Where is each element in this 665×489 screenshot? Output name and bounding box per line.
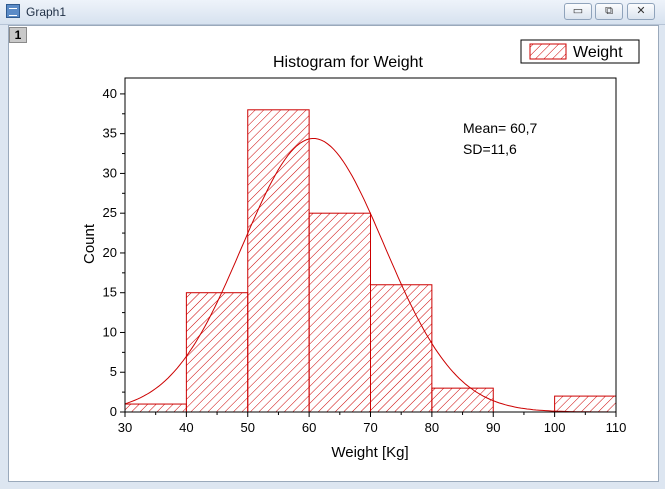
y-tick-label-15: 15 bbox=[103, 285, 117, 300]
y-tick-label-20: 20 bbox=[103, 245, 117, 260]
stat-sd-label: SD=11,6 bbox=[463, 141, 517, 157]
legend-swatch bbox=[529, 43, 567, 60]
window-titlebar[interactable]: Graph1 ▭ ⧉ ✕ bbox=[0, 0, 665, 25]
chart-title: Histogram for Weight bbox=[273, 54, 424, 71]
legend[interactable]: Weight bbox=[520, 39, 640, 64]
graph-app-icon bbox=[6, 4, 20, 18]
x-tick-label-30: 30 bbox=[118, 420, 132, 435]
x-axis-label: Weight [Kg] bbox=[331, 444, 408, 461]
restore-button[interactable]: ⧉ bbox=[595, 3, 623, 20]
y-tick-label-40: 40 bbox=[103, 86, 117, 101]
histogram-bar-60-70[interactable] bbox=[308, 212, 371, 413]
layer-number-tag[interactable]: 1 bbox=[9, 27, 27, 43]
y-tick-label-0: 0 bbox=[110, 404, 117, 419]
histogram-bar-100-110[interactable] bbox=[554, 395, 617, 413]
histogram-bar-50-60[interactable] bbox=[247, 109, 310, 413]
window-bottom-edge bbox=[0, 482, 665, 489]
x-tick-label-70: 70 bbox=[363, 420, 377, 435]
x-tick-label-110: 110 bbox=[606, 420, 627, 435]
x-tick-label-60: 60 bbox=[302, 420, 316, 435]
x-tick-label-100: 100 bbox=[544, 420, 566, 435]
x-tick-label-40: 40 bbox=[179, 420, 193, 435]
x-tick-label-80: 80 bbox=[425, 420, 439, 435]
histogram-bar-80-90[interactable] bbox=[431, 387, 494, 413]
close-button[interactable]: ✕ bbox=[627, 3, 655, 20]
y-tick-label-10: 10 bbox=[103, 324, 117, 339]
histogram-bar-40-50[interactable] bbox=[185, 292, 249, 413]
histogram-bar-30-40[interactable] bbox=[124, 403, 187, 413]
y-tick-label-25: 25 bbox=[103, 205, 117, 220]
window-title: Graph1 bbox=[26, 5, 67, 19]
stat-mean-label: Mean= 60,7 bbox=[463, 120, 538, 136]
x-tick-label-50: 50 bbox=[241, 420, 255, 435]
legend-label-weight: Weight bbox=[573, 44, 623, 61]
minimize-button[interactable]: ▭ bbox=[564, 3, 592, 20]
x-tick-label-90: 90 bbox=[486, 420, 500, 435]
histogram-bar-70-80[interactable] bbox=[370, 284, 433, 413]
y-tick-label-30: 30 bbox=[103, 165, 117, 180]
y-tick-label-35: 35 bbox=[103, 126, 117, 141]
normal-fit-curve bbox=[124, 138, 616, 413]
y-tick-label-5: 5 bbox=[110, 364, 117, 379]
y-axis-label: Count bbox=[81, 223, 98, 264]
